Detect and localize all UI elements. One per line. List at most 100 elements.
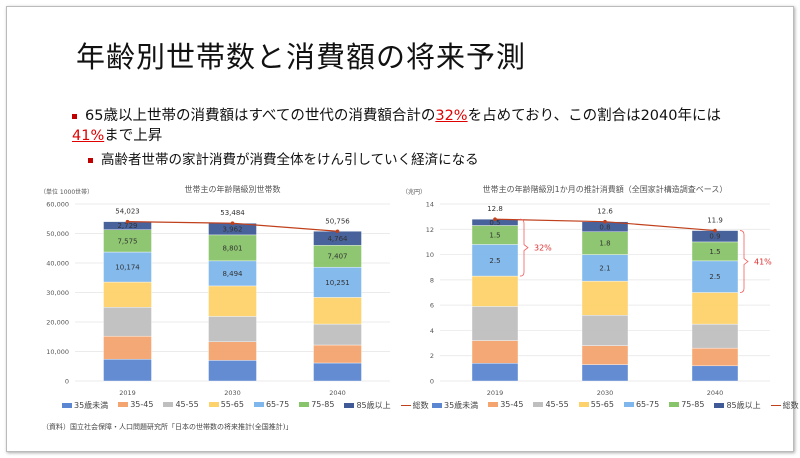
x-tick-label: 2030	[597, 389, 614, 397]
share-annotation: 32%	[534, 244, 552, 253]
total-label: 12.8	[487, 205, 503, 213]
legend-item: 85歳以上	[344, 400, 391, 411]
total-label: 11.9	[707, 217, 723, 225]
legend-swatch	[669, 402, 680, 407]
legend-swatch	[578, 402, 589, 407]
bar-segment	[313, 266, 362, 298]
bar-segment	[471, 306, 519, 341]
legend-swatch	[299, 402, 310, 407]
page-title: 年齢別世帯数と消費額の将来予測	[76, 40, 527, 74]
consumption-chart: 世帯主の年齢階級別1か月の推計消費額（全国家計構造調査ベース） （兆円） 0 2 4 6 8…	[402, 184, 772, 397]
legend-swatch	[400, 404, 411, 407]
legend-label: 65-75	[265, 400, 290, 409]
bar-segment	[313, 323, 362, 346]
legend-label: 55-65	[590, 400, 614, 409]
data-label: 8,494	[222, 270, 243, 278]
legend-label: 45-55	[545, 400, 569, 409]
legend-swatch	[62, 403, 72, 408]
y-tick-label: 20,000	[46, 319, 69, 327]
y-tick-label: 12	[426, 226, 434, 234]
bar-segment	[581, 280, 629, 316]
bullet-2: 高齢者世帯の家計消費が消費全体をけん引していく経済になる	[88, 148, 479, 168]
legend-item: 75-85	[299, 400, 334, 411]
legend-label: 75-85	[681, 400, 705, 409]
highlight-41: 41%	[72, 128, 105, 144]
total-label: 53,484	[220, 209, 245, 217]
total-point	[713, 228, 717, 233]
unit-label: （単位 1000世帯）	[40, 188, 93, 196]
data-label: 1.5	[489, 231, 500, 239]
legend-swatch	[208, 402, 219, 407]
bar-segment	[313, 344, 362, 364]
chart-title: 世帯主の年齢階級別1か月の推計消費額（全国家計構造調査ベース）	[483, 184, 728, 194]
source-note: （資料）国立社会保障・人口問題研究所「日本の世帯数の将来推計(全国推計)」	[42, 423, 293, 431]
bullet-marker	[72, 113, 77, 119]
data-label: 2.1	[599, 264, 610, 272]
bracket	[519, 218, 529, 277]
legend-consumption: 35歳未満 35-45 45-55 55-65 65-75 75-85 85歳以上 総数	[432, 400, 799, 411]
y-tick-label: 50,000	[46, 230, 69, 238]
legend-label: 65-75	[635, 400, 660, 409]
legend-item: 総数	[770, 400, 799, 411]
legend-swatch	[488, 402, 499, 407]
legend-item: 65-75	[623, 400, 660, 411]
data-label: 7,407	[327, 253, 347, 261]
bar-segment	[103, 335, 152, 360]
x-tick-label: 2019	[487, 389, 504, 397]
data-label: 7,575	[117, 237, 137, 245]
bar-segment	[208, 341, 257, 361]
legend-swatch	[118, 402, 129, 407]
legend-item: 75-85	[669, 400, 704, 411]
legend-item: 35歳未満	[62, 400, 108, 411]
x-tick-label: 2030	[224, 389, 241, 397]
bar-segment	[471, 363, 519, 382]
legend-label: 35歳未満	[74, 401, 109, 410]
bullet-1: 65歳以上世帯の消費額はすべての世代の消費額合計の32%を占めており、この割合は…	[72, 106, 732, 146]
bar-segment	[691, 365, 739, 382]
legend-label: 45-55	[175, 400, 199, 409]
x-tick-label: 2019	[119, 389, 136, 397]
bar-segment	[691, 347, 739, 367]
legend-item: 35-45	[488, 400, 523, 411]
total-point	[125, 219, 130, 224]
legend-label: 35歳未満	[444, 401, 479, 410]
data-label: 10,174	[115, 264, 140, 272]
y-tick-label: 14	[426, 201, 434, 209]
total-point	[230, 221, 235, 226]
legend-swatch	[770, 404, 781, 407]
bar-segment	[208, 285, 257, 317]
data-label: 2.5	[489, 257, 500, 265]
bar-segment	[691, 292, 739, 325]
bar-segment	[471, 244, 519, 277]
legend-item: 35歳未満	[432, 400, 478, 411]
total-label: 12.6	[597, 208, 613, 216]
legend-item: 65-75	[253, 400, 290, 411]
total-point	[603, 219, 607, 224]
legend-swatch	[344, 403, 355, 408]
legend-swatch	[714, 403, 725, 408]
legend-label: 85歳以上	[726, 401, 761, 410]
bar-segment	[581, 345, 629, 365]
highlight-32: 32%	[435, 108, 468, 124]
data-label: 2,729	[117, 222, 137, 230]
y-tick-label: 6	[430, 302, 434, 310]
y-tick-label: 10	[426, 251, 434, 259]
bar-segment	[691, 260, 739, 293]
legend-item: 85歳以上	[714, 400, 761, 411]
share-annotation: 41%	[754, 258, 772, 267]
y-tick-label: 40,000	[46, 260, 69, 268]
legend-item: 55-65	[578, 400, 614, 411]
y-tick-label: 0	[65, 378, 69, 386]
data-label: 0.9	[709, 233, 720, 241]
legend-item: 45-55	[533, 400, 569, 411]
unit-label: （兆円）	[402, 188, 426, 196]
legend-swatch	[253, 402, 264, 407]
y-tick-label: 30,000	[46, 289, 69, 297]
y-tick-label: 2	[430, 352, 434, 360]
legend-label: 35-45	[130, 400, 154, 409]
bar-segment	[103, 281, 152, 308]
data-label: 2.5	[709, 273, 720, 281]
legend-swatch	[533, 402, 544, 407]
total-point	[335, 229, 340, 234]
total-label: 50,756	[325, 217, 350, 225]
